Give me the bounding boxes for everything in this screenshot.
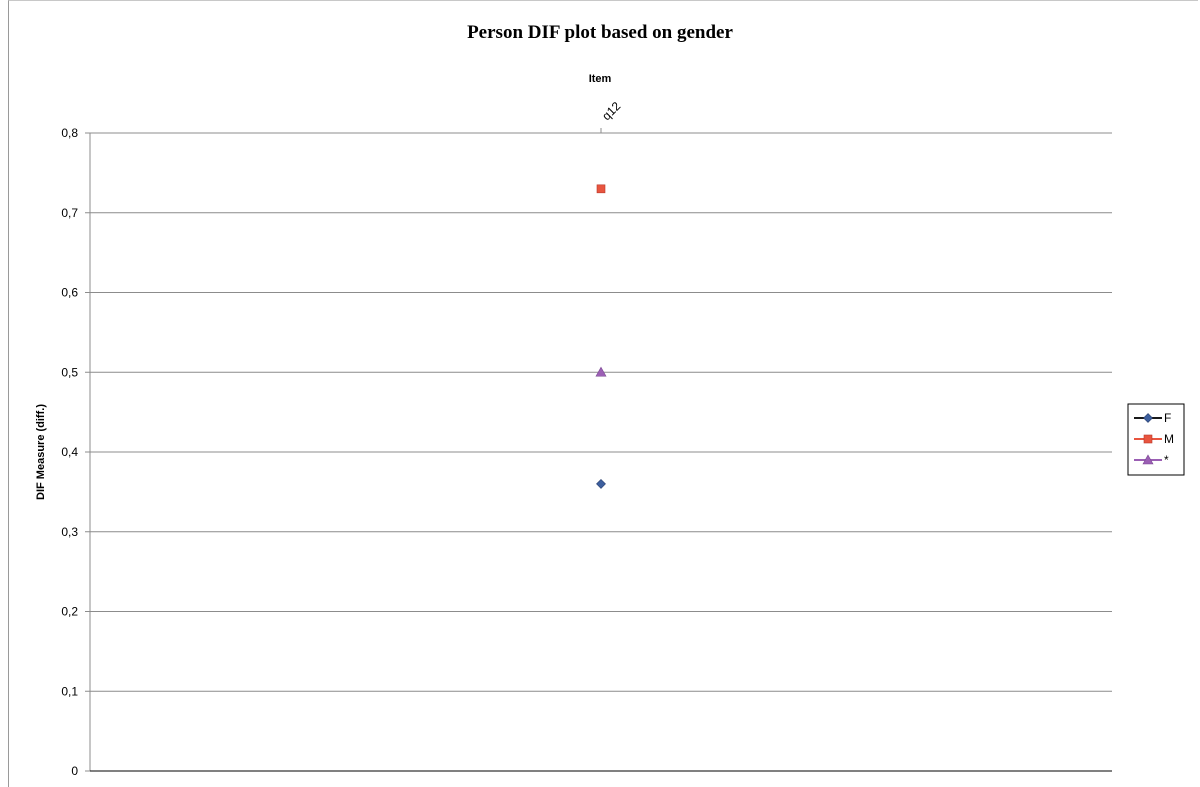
x-axis-title: Item	[589, 73, 612, 85]
y-tick-label: 0,6	[61, 286, 78, 300]
y-tick-label: 0	[71, 764, 78, 778]
y-tick-label: 0,2	[61, 605, 78, 619]
legend-label: M	[1164, 432, 1174, 446]
legend-label: *	[1164, 453, 1169, 467]
legend-label: F	[1164, 411, 1171, 425]
y-tick-label: 0,8	[61, 126, 78, 140]
legend-marker	[1142, 454, 1154, 465]
data-point-F	[596, 478, 606, 489]
y-tick-label: 0,7	[61, 206, 78, 220]
y-tick-label: 0,1	[61, 684, 78, 698]
y-axis-title: DIF Measure (diff.)	[35, 404, 47, 500]
data-markers	[595, 184, 607, 489]
data-point-	[595, 366, 607, 377]
legend: FM *	[1127, 403, 1185, 476]
y-tick-label: 0,4	[61, 445, 78, 459]
x-axis: q12	[599, 99, 624, 133]
data-point-M	[596, 184, 606, 194]
chart-frame	[8, 0, 1198, 787]
legend-marker	[1143, 434, 1153, 444]
legend-marker	[1143, 413, 1153, 423]
y-tick-label: 0,3	[61, 525, 78, 539]
y-axis: 0 0,1 0,2 0,3 0,4 0,5 0,6 0,7 0,8	[61, 126, 1112, 778]
y-tick-label: 0,5	[61, 365, 78, 379]
chart-title: Person DIF plot based on gender	[467, 22, 733, 43]
gridlines	[90, 132, 1112, 692]
x-tick-label: q12	[599, 99, 623, 123]
